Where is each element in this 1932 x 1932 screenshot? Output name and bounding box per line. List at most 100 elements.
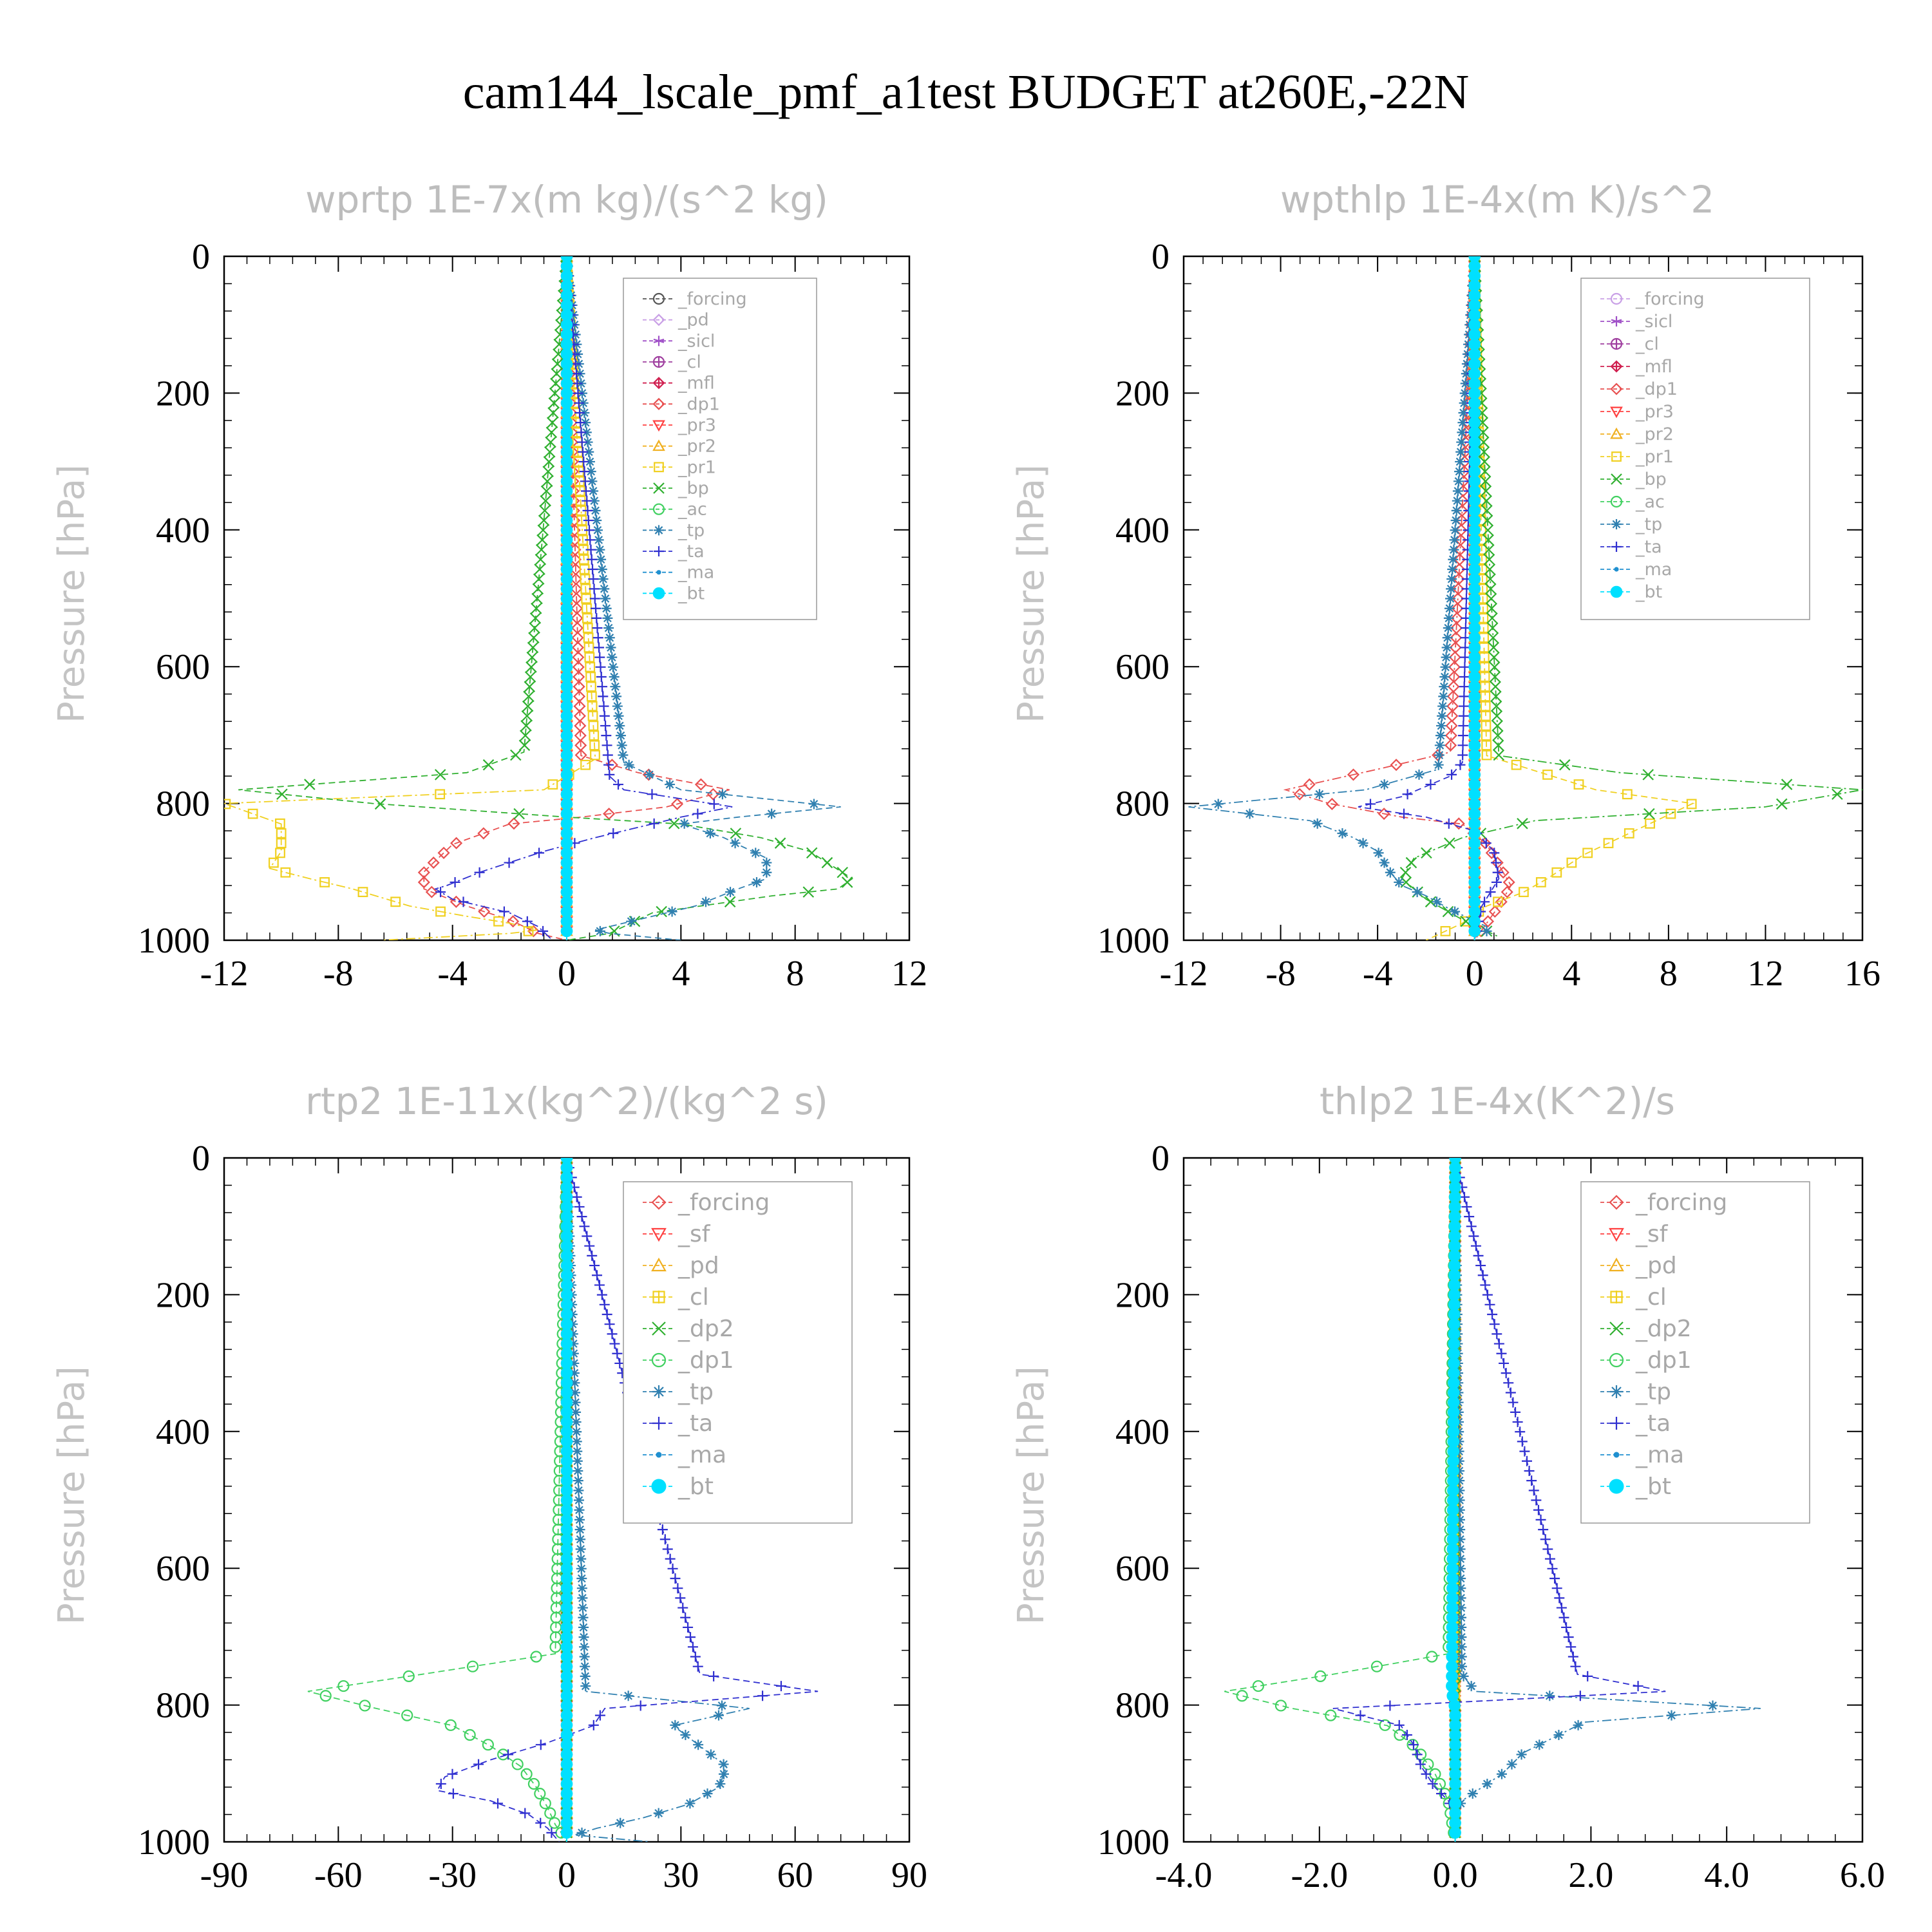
legend-marker xyxy=(653,336,665,346)
data-point xyxy=(576,437,587,448)
legend-label: _mfl xyxy=(677,374,715,393)
data-point xyxy=(1485,592,1497,605)
x-tick-label: 60 xyxy=(777,1855,813,1895)
x-tick-label: 2.0 xyxy=(1568,1855,1613,1895)
data-point xyxy=(573,1465,583,1476)
legend: _forcing_pd_sicl_cl_mfl_dp1_pr3_pr2_pr1_… xyxy=(623,278,817,620)
data-point xyxy=(1252,1680,1264,1692)
legend-box xyxy=(1580,278,1810,620)
data-point xyxy=(612,1348,623,1359)
legend-marker xyxy=(1610,406,1623,419)
legend-marker xyxy=(1610,1417,1623,1430)
legend-label: _dp2 xyxy=(1635,1316,1692,1342)
data-point xyxy=(1449,535,1460,545)
data-point xyxy=(535,1817,546,1828)
data-point xyxy=(594,1280,605,1291)
data-point xyxy=(1451,505,1462,516)
data-point xyxy=(1515,1426,1526,1437)
data-point xyxy=(612,701,623,712)
x-tick-label: -12 xyxy=(200,954,249,994)
data-point xyxy=(589,495,600,506)
data-point xyxy=(1481,750,1492,761)
data-point xyxy=(708,799,719,810)
legend-marker xyxy=(652,1321,666,1336)
data-point xyxy=(518,739,531,752)
data-point xyxy=(610,681,621,692)
data-point xyxy=(717,1700,728,1711)
data-point xyxy=(575,417,586,428)
legend-label: _pr2 xyxy=(677,437,716,457)
data-point xyxy=(571,1406,582,1417)
data-point xyxy=(522,700,534,712)
data-point xyxy=(1438,691,1449,702)
data-point xyxy=(604,632,615,643)
data-point xyxy=(1433,759,1444,770)
series-line xyxy=(307,1158,567,1842)
data-point xyxy=(605,642,616,653)
data-point xyxy=(529,612,542,624)
data-point xyxy=(1457,427,1468,438)
data-point xyxy=(437,846,450,859)
data-point xyxy=(1459,691,1470,702)
data-point xyxy=(730,838,741,849)
data-point xyxy=(635,1700,646,1711)
y-axis-label: Pressure [hPa] xyxy=(1010,1366,1052,1625)
data-point xyxy=(594,652,605,663)
data-point xyxy=(477,827,490,840)
data-point xyxy=(534,1788,546,1800)
data-point xyxy=(808,799,819,810)
legend-label: _bt xyxy=(1635,582,1662,602)
data-point xyxy=(1446,1689,1459,1702)
data-point xyxy=(595,661,606,672)
data-point xyxy=(1490,681,1501,692)
data-point xyxy=(574,1504,585,1515)
data-point xyxy=(550,377,562,390)
series-tp xyxy=(1188,256,1492,936)
data-point xyxy=(224,799,231,810)
legend-label: _pr1 xyxy=(677,457,716,477)
data-point xyxy=(534,564,545,575)
data-point xyxy=(531,592,543,605)
legend-box xyxy=(623,1181,853,1524)
data-point xyxy=(553,348,564,360)
data-point xyxy=(580,476,591,487)
legend-marker xyxy=(1609,1227,1624,1242)
data-point xyxy=(1455,1553,1466,1564)
y-tick-label: 200 xyxy=(156,1275,210,1315)
data-point xyxy=(1373,848,1384,858)
legend-label: _ma xyxy=(1635,1442,1684,1468)
legend-marker xyxy=(656,1452,662,1458)
data-point xyxy=(545,436,556,448)
data-point xyxy=(593,535,604,545)
data-point xyxy=(573,1485,584,1496)
data-point xyxy=(567,1329,578,1340)
data-point xyxy=(1325,797,1338,811)
data-point xyxy=(761,857,772,868)
data-point xyxy=(1643,808,1655,820)
data-point xyxy=(1293,788,1306,800)
data-point xyxy=(572,1446,583,1457)
data-point xyxy=(540,495,551,507)
data-point xyxy=(1446,769,1457,780)
legend-marker xyxy=(1609,1479,1624,1494)
data-point xyxy=(1645,818,1655,829)
data-point xyxy=(573,1475,583,1486)
data-point xyxy=(1492,730,1504,741)
data-point xyxy=(539,1797,551,1810)
series-bt xyxy=(560,256,573,940)
data-point xyxy=(1477,436,1490,448)
data-point xyxy=(444,1719,457,1731)
data-point xyxy=(596,554,607,565)
data-point xyxy=(1481,515,1493,526)
data-point xyxy=(1405,857,1417,869)
data-point xyxy=(725,887,736,898)
series-line xyxy=(436,1158,819,1842)
data-point xyxy=(359,1700,371,1712)
data-point xyxy=(580,759,591,770)
data-point xyxy=(1485,887,1496,898)
data-point xyxy=(602,750,613,761)
data-point xyxy=(450,895,462,908)
data-point xyxy=(542,466,554,477)
panel-wpthlp: wpthlp 1E-4x(m K)/s^2 Pressure [hPa] -12… xyxy=(1010,178,1880,994)
data-point xyxy=(587,564,598,574)
